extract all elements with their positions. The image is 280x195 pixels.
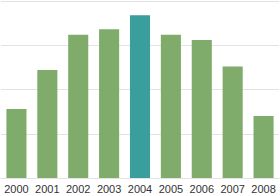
svg-text:2007: 2007 <box>220 183 244 195</box>
svg-text:2008: 2008 <box>251 183 275 195</box>
svg-text:2000: 2000 <box>4 183 28 195</box>
svg-text:2001: 2001 <box>35 183 59 195</box>
svg-text:2002: 2002 <box>66 183 90 195</box>
svg-text:2003: 2003 <box>97 183 121 195</box>
svg-text:2006: 2006 <box>190 183 214 195</box>
svg-text:2005: 2005 <box>159 183 183 195</box>
svg-text:2004: 2004 <box>128 183 152 195</box>
